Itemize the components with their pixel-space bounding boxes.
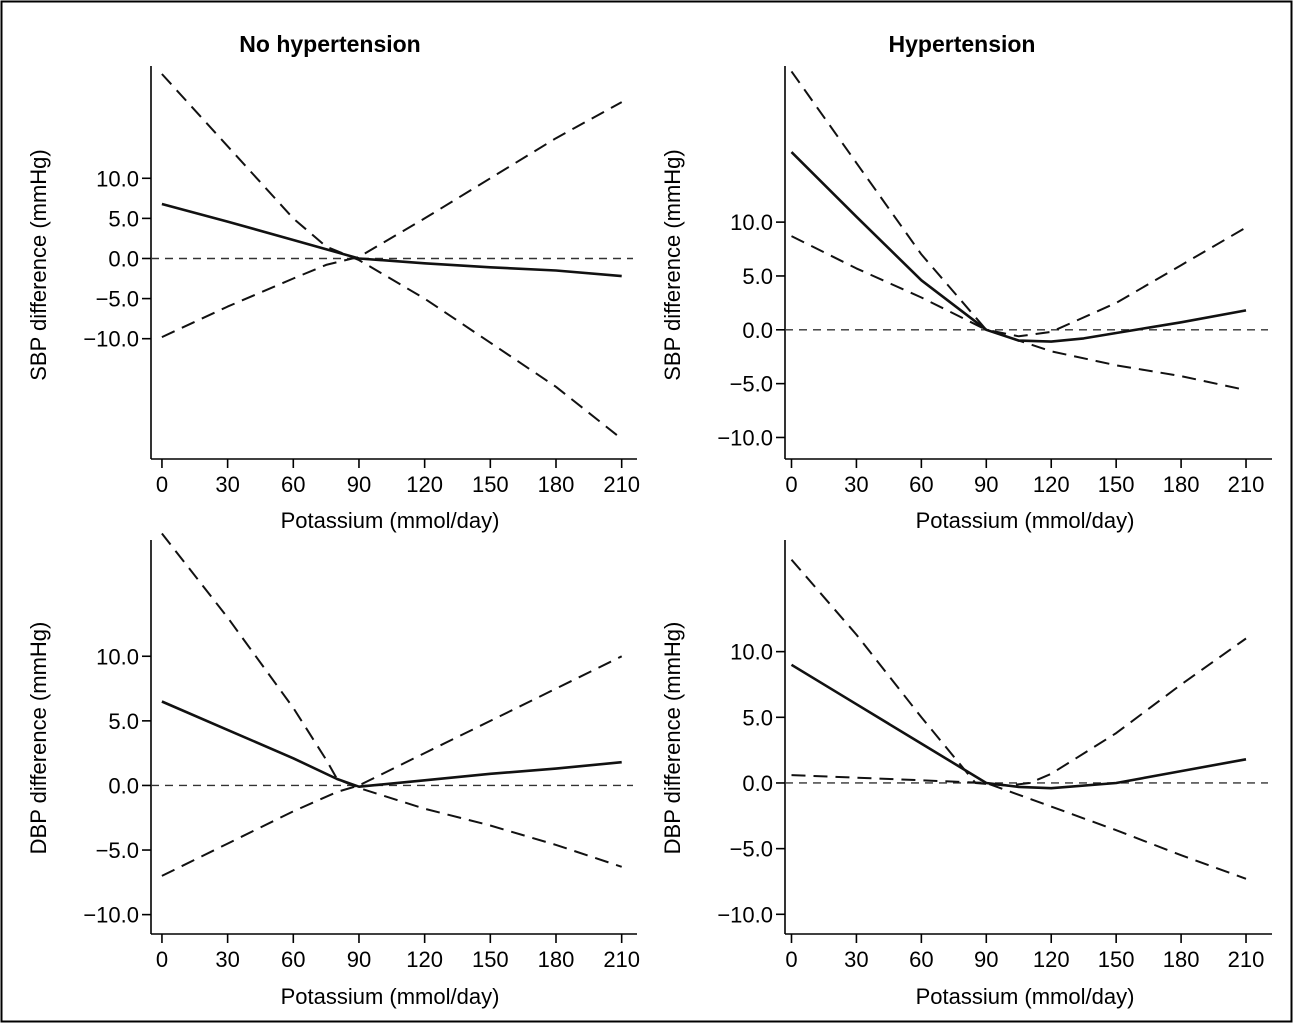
x-tick-label: 210 <box>603 947 640 972</box>
y-tick-label: 5.0 <box>108 206 139 231</box>
x-tick-label: 120 <box>406 947 443 972</box>
y-tick-label: 0.0 <box>108 246 139 271</box>
x-tick-label: 0 <box>156 947 168 972</box>
confidence-bound-line-2 <box>791 235 1247 392</box>
x-tick-label: 90 <box>974 947 998 972</box>
x-axis-title: Potassium (mmol/day) <box>281 508 500 533</box>
x-tick-label: 210 <box>1228 947 1265 972</box>
x-tick-label: 0 <box>785 472 797 497</box>
panel-dbp-hypertension: DBP difference (mmHg) Potassium (mmol/da… <box>660 540 1272 1009</box>
confidence-bound-line-2 <box>791 774 1247 880</box>
y-tick-label: 10.0 <box>730 210 773 235</box>
y-tick-label: −5.0 <box>96 838 139 863</box>
x-tick-label: 60 <box>909 947 933 972</box>
y-tick-label: −5.0 <box>730 372 773 397</box>
x-tick-label: 150 <box>472 472 509 497</box>
y-tick-label: 5.0 <box>742 705 773 730</box>
plot-area: 10.0 5.0 0.0 −5.0 −10.0 0 30 60 90 120 150 180 210 <box>83 532 640 972</box>
y-tick-label: −10.0 <box>83 903 139 928</box>
y-axis-title: DBP difference (mmHg) <box>660 622 685 855</box>
x-axis-title: Potassium (mmol/day) <box>916 984 1135 1009</box>
x-tick-label: 90 <box>347 947 371 972</box>
y-tick-label: 10.0 <box>730 640 773 665</box>
x-tick-label: 150 <box>472 947 509 972</box>
confidence-bound-line-2 <box>161 101 623 339</box>
x-tick-label: 30 <box>844 947 868 972</box>
y-tick-label: 0.0 <box>742 318 773 343</box>
estimate-line <box>790 663 1247 790</box>
y-tick-label: −5.0 <box>96 287 139 312</box>
x-axis-title: Potassium (mmol/day) <box>281 984 500 1009</box>
plot-area: 10.0 5.0 0.0 −5.0 −10.0 0 30 60 90 120 150 180 210 <box>83 66 640 497</box>
x-tick-label: 210 <box>603 472 640 497</box>
x-axis-title: Potassium (mmol/day) <box>916 508 1135 533</box>
x-tick-label: 120 <box>1033 947 1070 972</box>
panel-title: Hypertension <box>889 31 1036 57</box>
x-tick-label: 150 <box>1098 947 1135 972</box>
x-tick-label: 30 <box>215 947 239 972</box>
x-tick-label: 0 <box>785 947 797 972</box>
x-tick-label: 90 <box>974 472 998 497</box>
confidence-bound-line-1 <box>161 532 623 868</box>
x-tick-label: 60 <box>281 947 305 972</box>
x-tick-label: 120 <box>1033 472 1070 497</box>
x-tick-label: 150 <box>1098 472 1135 497</box>
estimate-line <box>161 202 622 278</box>
x-tick-label: 120 <box>406 472 443 497</box>
x-tick-label: 30 <box>844 472 868 497</box>
x-tick-label: 180 <box>538 472 575 497</box>
x-tick-label: 180 <box>538 947 575 972</box>
x-tick-label: 0 <box>156 472 168 497</box>
y-tick-label: −5.0 <box>730 837 773 862</box>
x-tick-label: 30 <box>215 472 239 497</box>
confidence-bound-line-2 <box>161 655 623 877</box>
x-tick-label: 90 <box>347 472 371 497</box>
y-tick-label: 5.0 <box>108 709 139 734</box>
confidence-bound-line-1 <box>161 73 623 440</box>
panel-title: No hypertension <box>239 31 420 57</box>
panel-sbp-no-hypertension: No hypertension SBP difference (mmHg) Po… <box>26 31 640 533</box>
plot-area: 10.0 5.0 0.0 −5.0 −10.0 0 30 60 90 120 150 180 210 <box>717 66 1272 497</box>
y-tick-label: 0.0 <box>108 773 139 798</box>
y-tick-label: −10.0 <box>717 902 773 927</box>
y-axis-title: DBP difference (mmHg) <box>26 622 51 855</box>
y-tick-label: 0.0 <box>742 771 773 796</box>
y-tick-label: −10.0 <box>83 327 139 352</box>
confidence-bound-line-1 <box>790 70 1247 338</box>
y-tick-label: 10.0 <box>96 644 139 669</box>
plot-area: 10.0 5.0 0.0 −5.0 −10.0 0 30 60 90 120 150 180 210 <box>717 540 1272 972</box>
estimate-line <box>161 700 622 789</box>
estimate-line <box>790 151 1247 343</box>
y-tick-label: 5.0 <box>742 264 773 289</box>
panel-dbp-no-hypertension: DBP difference (mmHg) Potassium (mmol/da… <box>26 532 640 1009</box>
y-axis-title: SBP difference (mmHg) <box>660 149 685 381</box>
x-tick-label: 210 <box>1228 472 1265 497</box>
x-tick-label: 180 <box>1163 472 1200 497</box>
y-tick-label: 10.0 <box>96 166 139 191</box>
confidence-bound-line-1 <box>790 559 1247 787</box>
panel-sbp-hypertension: Hypertension SBP difference (mmHg) Potas… <box>660 31 1272 533</box>
x-tick-label: 60 <box>281 472 305 497</box>
x-tick-label: 180 <box>1163 947 1200 972</box>
y-tick-label: −10.0 <box>717 425 773 450</box>
y-axis-title: SBP difference (mmHg) <box>26 149 51 381</box>
x-tick-label: 60 <box>909 472 933 497</box>
